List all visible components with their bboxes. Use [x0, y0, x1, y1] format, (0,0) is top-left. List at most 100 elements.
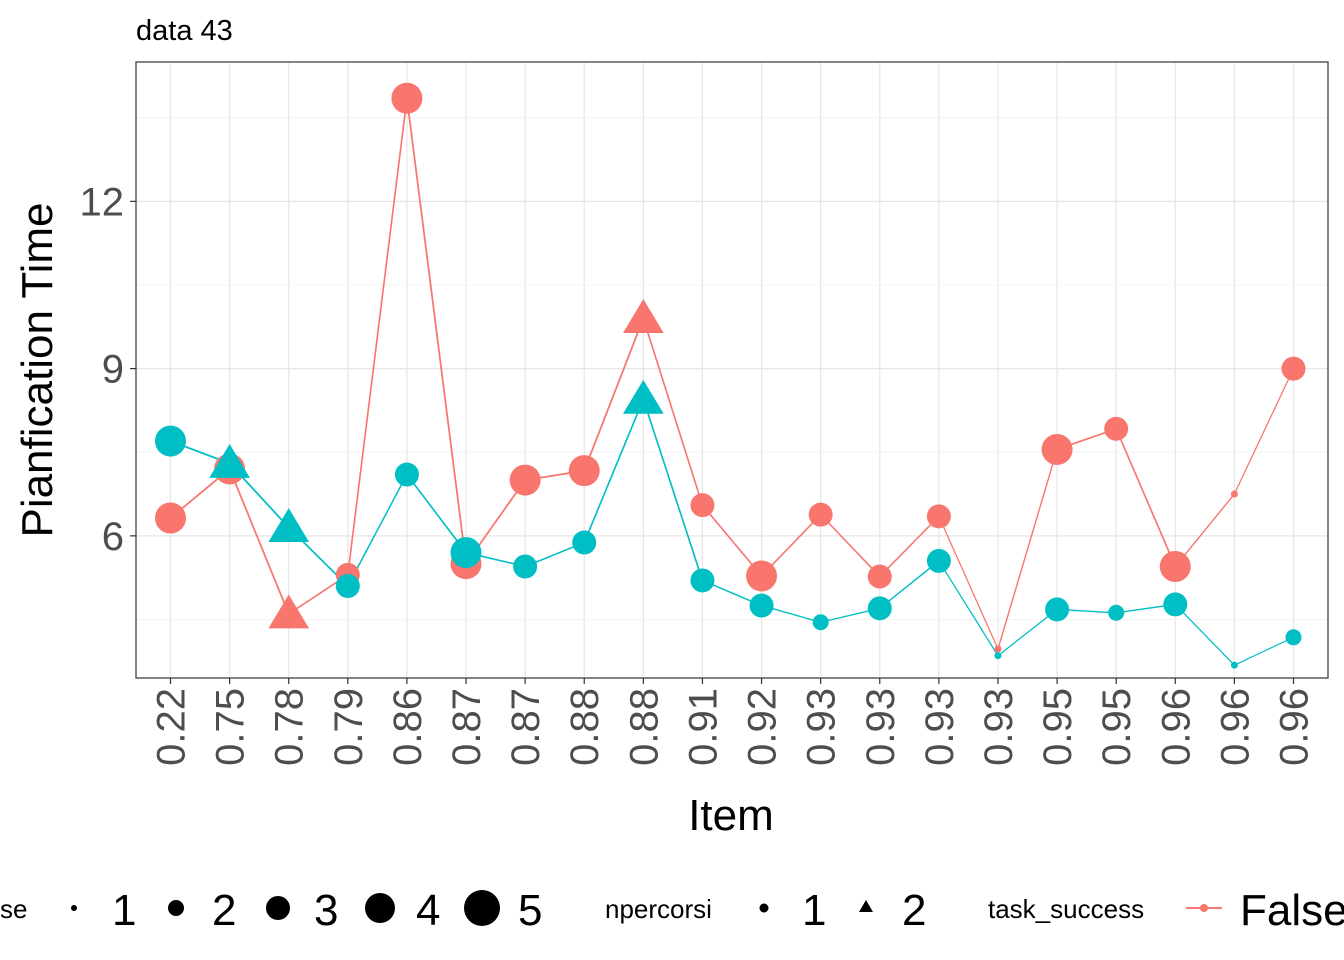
x-tick-label: 0.86	[386, 688, 430, 766]
series-1-segment	[347, 473, 408, 587]
series-0-point	[926, 504, 951, 529]
x-tick-label: 0.22	[150, 688, 194, 766]
series-1-segment	[642, 398, 704, 582]
legend-npercorsi-title: npercorsi	[605, 894, 712, 924]
series-1-segment	[583, 398, 645, 544]
legend-size-key-4	[365, 893, 395, 923]
x-tick-label: 0.96	[1154, 688, 1198, 766]
series-0-segment	[879, 515, 940, 578]
legend-task-success-label-false: False	[1240, 886, 1344, 935]
series-0-segment	[228, 468, 290, 615]
x-tick-label: 0.78	[268, 688, 312, 766]
x-axis: 0.22 0.75 0.78 0.79 0.86 0.87 0.87 0.88 0.88 0.91…	[150, 678, 1317, 766]
series-1-point	[749, 593, 774, 618]
legend-size-key-1	[71, 905, 77, 911]
x-tick-label: 0.93	[918, 688, 962, 766]
x-tick-label: 0.88	[563, 688, 607, 766]
series-0-segment	[1174, 493, 1236, 568]
x-tick-label: 0.96	[1213, 688, 1257, 766]
series-0-point	[1159, 551, 1191, 583]
plot-panel-border	[135, 61, 1329, 679]
x-tick-label: 0.75	[209, 688, 253, 766]
series-1-point	[335, 574, 360, 599]
series-1-point	[622, 379, 664, 414]
series-points	[155, 82, 1306, 669]
x-tick-label: 0.91	[681, 688, 725, 766]
x-tick-label: 0.93	[977, 688, 1021, 766]
series-1-point	[1108, 604, 1125, 621]
legend-size-title: se	[0, 894, 27, 924]
legend-npercorsi-key-1	[759, 903, 769, 913]
series-1-segment	[1233, 636, 1295, 666]
series-0-segment	[642, 317, 704, 507]
x-tick-label: 0.92	[741, 688, 785, 766]
grid	[136, 62, 1328, 678]
legend-size-label-5: 5	[518, 886, 542, 935]
legend-size-key-5	[464, 890, 500, 926]
series-0-segment	[346, 97, 408, 576]
series-1-point	[1285, 629, 1302, 646]
series-0-segment	[583, 317, 645, 472]
series-0-point	[808, 502, 833, 527]
series-0-segment	[406, 97, 467, 565]
series-0-segment	[1233, 367, 1295, 495]
series-1-segment	[879, 560, 940, 610]
y-tick-label: 12	[80, 180, 125, 224]
chart-title: data 43	[136, 15, 233, 47]
series-0-point	[994, 645, 1002, 653]
series-0-point	[690, 493, 715, 518]
series-0-point	[1281, 356, 1306, 381]
series-0-segment	[997, 448, 1058, 650]
series-1-point	[1230, 661, 1238, 669]
series-0-point	[155, 502, 186, 534]
series-1-point	[1163, 592, 1188, 617]
legend: se 1 2 3 4 5 npercorsi 1 2 task_success …	[0, 886, 1344, 935]
series-0-point	[391, 82, 423, 114]
series-1-point	[690, 568, 715, 593]
legend-task-success-key-point	[1200, 904, 1208, 912]
x-axis-title: Item	[688, 791, 774, 840]
series-0-point	[1041, 433, 1073, 465]
series-1-point	[209, 444, 250, 478]
series-1-point	[450, 537, 482, 569]
y-axis: 6 9 12	[80, 180, 136, 559]
series-0-point	[622, 299, 664, 333]
series-1-point	[1045, 597, 1070, 622]
x-tick-label: 0.96	[1273, 688, 1317, 766]
series-1-segment	[1174, 603, 1236, 666]
legend-npercorsi-label-1: 1	[802, 886, 826, 935]
series-1-point	[994, 652, 1002, 660]
y-tick-label: 9	[102, 348, 124, 392]
x-tick-label: 0.79	[327, 688, 371, 766]
series-1-point	[812, 614, 829, 631]
series-0-point	[746, 560, 778, 592]
x-tick-label: 0.87	[504, 688, 548, 766]
series-0-point	[1230, 490, 1238, 498]
series-0-point	[509, 464, 541, 496]
series-1-point	[926, 548, 951, 573]
x-tick-label: 0.87	[445, 688, 489, 766]
series-1-point	[268, 508, 310, 543]
series-0-point	[568, 455, 600, 487]
series-0-point	[867, 564, 892, 589]
series-1-point	[867, 596, 892, 621]
series-0-segment	[938, 515, 999, 650]
legend-size-label-3: 3	[314, 886, 338, 935]
y-axis-title: Pianfication Time	[13, 202, 62, 537]
series-0-point	[1104, 416, 1129, 441]
x-tick-label: 0.93	[859, 688, 903, 766]
legend-npercorsi-label-2: 2	[902, 886, 926, 935]
legend-size-key-3	[266, 896, 290, 920]
series-1-point	[155, 425, 186, 457]
series-1-segment	[406, 473, 467, 554]
series-1-segment	[938, 560, 999, 657]
x-tick-label: 0.95	[1036, 688, 1080, 766]
legend-size-label-2: 2	[212, 886, 236, 935]
series-1-point	[394, 462, 419, 487]
series-0-segment	[1115, 427, 1177, 568]
y-tick-label: 6	[102, 515, 124, 559]
series-1-point	[513, 554, 538, 579]
legend-size-key-2	[168, 900, 184, 916]
x-tick-label: 0.88	[622, 688, 666, 766]
